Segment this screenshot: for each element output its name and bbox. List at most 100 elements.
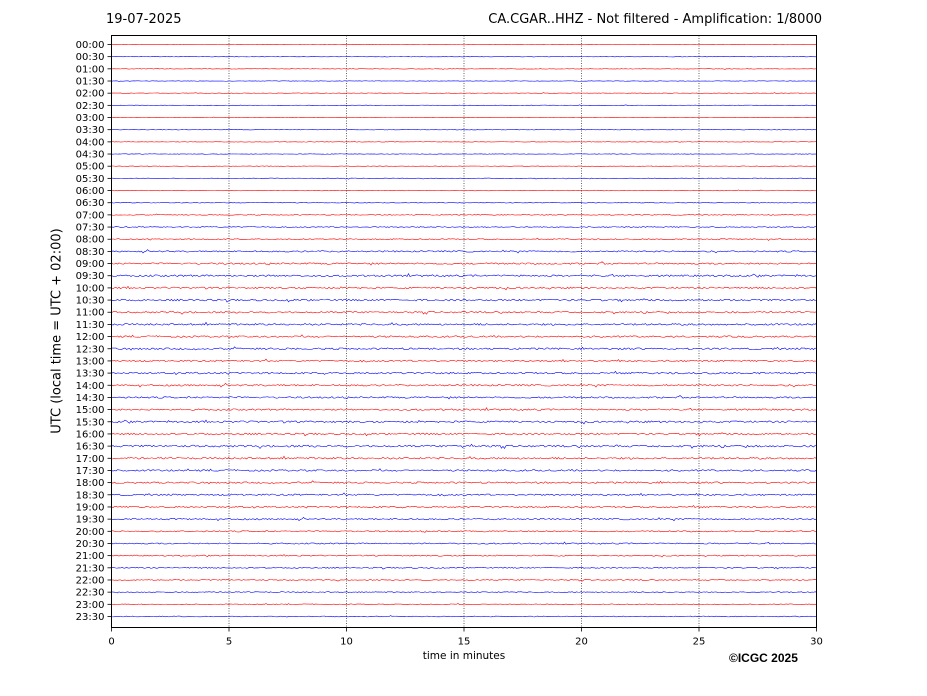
copyright-label: ©ICGC 2025 xyxy=(729,651,798,665)
y-tick-label-0030: 00:30 xyxy=(76,52,105,63)
trace-0600 xyxy=(111,189,817,192)
trace-0230 xyxy=(111,104,817,106)
trace-1330 xyxy=(111,370,817,375)
trace-0000 xyxy=(111,43,817,46)
y-tick-label-0430: 04:30 xyxy=(76,150,105,161)
y-tick-label-1300: 13:00 xyxy=(76,356,105,367)
y-tick-label-2000: 20:00 xyxy=(76,527,105,538)
x-tick-label-25: 25 xyxy=(693,637,706,648)
trace-0200 xyxy=(111,92,817,95)
trace-0530 xyxy=(111,177,817,180)
y-tick-label-0530: 05:30 xyxy=(76,174,105,185)
y-tick-label-0230: 02:30 xyxy=(76,101,105,112)
trace-1930 xyxy=(111,516,817,522)
y-tick-label-0330: 03:30 xyxy=(76,125,105,136)
trace-0800 xyxy=(111,237,817,241)
y-tick-label-2030: 20:30 xyxy=(76,539,105,550)
x-tick-label-0: 0 xyxy=(108,637,114,648)
y-tick-label-0130: 01:30 xyxy=(76,77,105,88)
y-tick-label-0900: 09:00 xyxy=(76,259,105,270)
y-tick-label-1830: 18:30 xyxy=(76,490,105,501)
trace-0100 xyxy=(111,67,817,70)
trace-0500 xyxy=(111,165,817,168)
trace-2300 xyxy=(111,603,817,606)
trace-1030 xyxy=(111,298,817,303)
y-tick-label-1000: 10:00 xyxy=(76,283,105,294)
trace-1530 xyxy=(111,419,817,425)
x-tick-label-30: 30 xyxy=(810,637,823,648)
y-tick-label-2130: 21:30 xyxy=(76,563,105,574)
y-tick-label-0930: 09:30 xyxy=(76,271,105,282)
x-tick-label-20: 20 xyxy=(575,637,588,648)
trace-2000 xyxy=(111,530,817,533)
y-tick-label-2100: 21:00 xyxy=(76,551,105,562)
trace-0900 xyxy=(111,261,817,266)
y-tick-label-1030: 10:30 xyxy=(76,296,105,307)
trace-1100 xyxy=(111,310,817,315)
trace-2330 xyxy=(111,615,817,618)
trace-1400 xyxy=(111,382,817,388)
y-tick-label-0800: 08:00 xyxy=(76,235,105,246)
y-tick-label-1500: 15:00 xyxy=(76,405,105,416)
y-tick-label-2230: 22:30 xyxy=(76,588,105,599)
trace-1800 xyxy=(111,480,817,485)
trace-2230 xyxy=(111,591,817,594)
y-tick-label-0600: 06:00 xyxy=(76,186,105,197)
y-tick-label-1130: 11:30 xyxy=(76,320,105,331)
y-tick-label-1230: 12:30 xyxy=(76,344,105,355)
y-tick-label-1400: 14:00 xyxy=(76,381,105,392)
trace-0300 xyxy=(111,116,817,119)
y-tick-label-2200: 22:00 xyxy=(76,575,105,586)
grid-layer xyxy=(228,35,700,628)
y-tick-label-0000: 00:00 xyxy=(76,40,105,51)
y-tick-label-0200: 02:00 xyxy=(76,89,105,100)
y-tick-label-0830: 08:30 xyxy=(76,247,105,258)
y-tick-label-0630: 06:30 xyxy=(76,198,105,209)
y-tick-label-1630: 16:30 xyxy=(76,442,105,453)
y-tick-label-0700: 07:00 xyxy=(76,210,105,221)
x-tick-label-15: 15 xyxy=(458,637,471,648)
trace-1430 xyxy=(111,395,817,400)
trace-2130 xyxy=(111,566,817,570)
y-tick-label-0500: 05:00 xyxy=(76,162,105,173)
trace-0630 xyxy=(111,201,817,204)
y-tick-label-0400: 04:00 xyxy=(76,137,105,148)
trace-0830 xyxy=(111,249,817,254)
y-tick-label-1900: 19:00 xyxy=(76,502,105,513)
trace-1630 xyxy=(111,443,817,449)
y-tick-label-2330: 23:30 xyxy=(76,612,105,623)
y-tick-label-0100: 01:00 xyxy=(76,64,105,75)
x-tick-label-5: 5 xyxy=(226,637,232,648)
trace-1500 xyxy=(111,407,817,412)
trace-1900 xyxy=(111,505,817,509)
y-tick-label-1530: 15:30 xyxy=(76,417,105,428)
trace-1000 xyxy=(111,285,817,291)
y-tick-label-1800: 18:00 xyxy=(76,478,105,489)
trace-1830 xyxy=(111,492,817,497)
y-tick-label-1330: 13:30 xyxy=(76,369,105,380)
trace-1700 xyxy=(111,455,817,460)
trace-1200 xyxy=(111,334,817,338)
trace-0030 xyxy=(111,55,817,58)
trace-0400 xyxy=(111,141,817,143)
trace-1730 xyxy=(111,468,817,472)
trace-0130 xyxy=(111,80,817,82)
y-tick-label-0730: 07:30 xyxy=(76,223,105,234)
y-tick-label-1200: 12:00 xyxy=(76,332,105,343)
trace-0730 xyxy=(111,226,817,229)
trace-layer xyxy=(111,43,817,618)
trace-0930 xyxy=(111,273,817,278)
y-tick-label-1430: 14:30 xyxy=(76,393,105,404)
chart-title: CA.CGAR..HHZ - Not filtered - Amplificat… xyxy=(488,12,822,27)
x-tick-label-10: 10 xyxy=(340,637,353,648)
trace-1130 xyxy=(111,321,817,326)
y-tick-label-2300: 23:00 xyxy=(76,600,105,611)
trace-0700 xyxy=(111,213,817,216)
trace-2200 xyxy=(111,579,817,582)
trace-2030 xyxy=(111,541,817,545)
y-tick-label-0300: 03:00 xyxy=(76,113,105,124)
y-tick-label-1930: 19:30 xyxy=(76,515,105,526)
trace-2100 xyxy=(111,554,817,558)
trace-1600 xyxy=(111,432,817,437)
